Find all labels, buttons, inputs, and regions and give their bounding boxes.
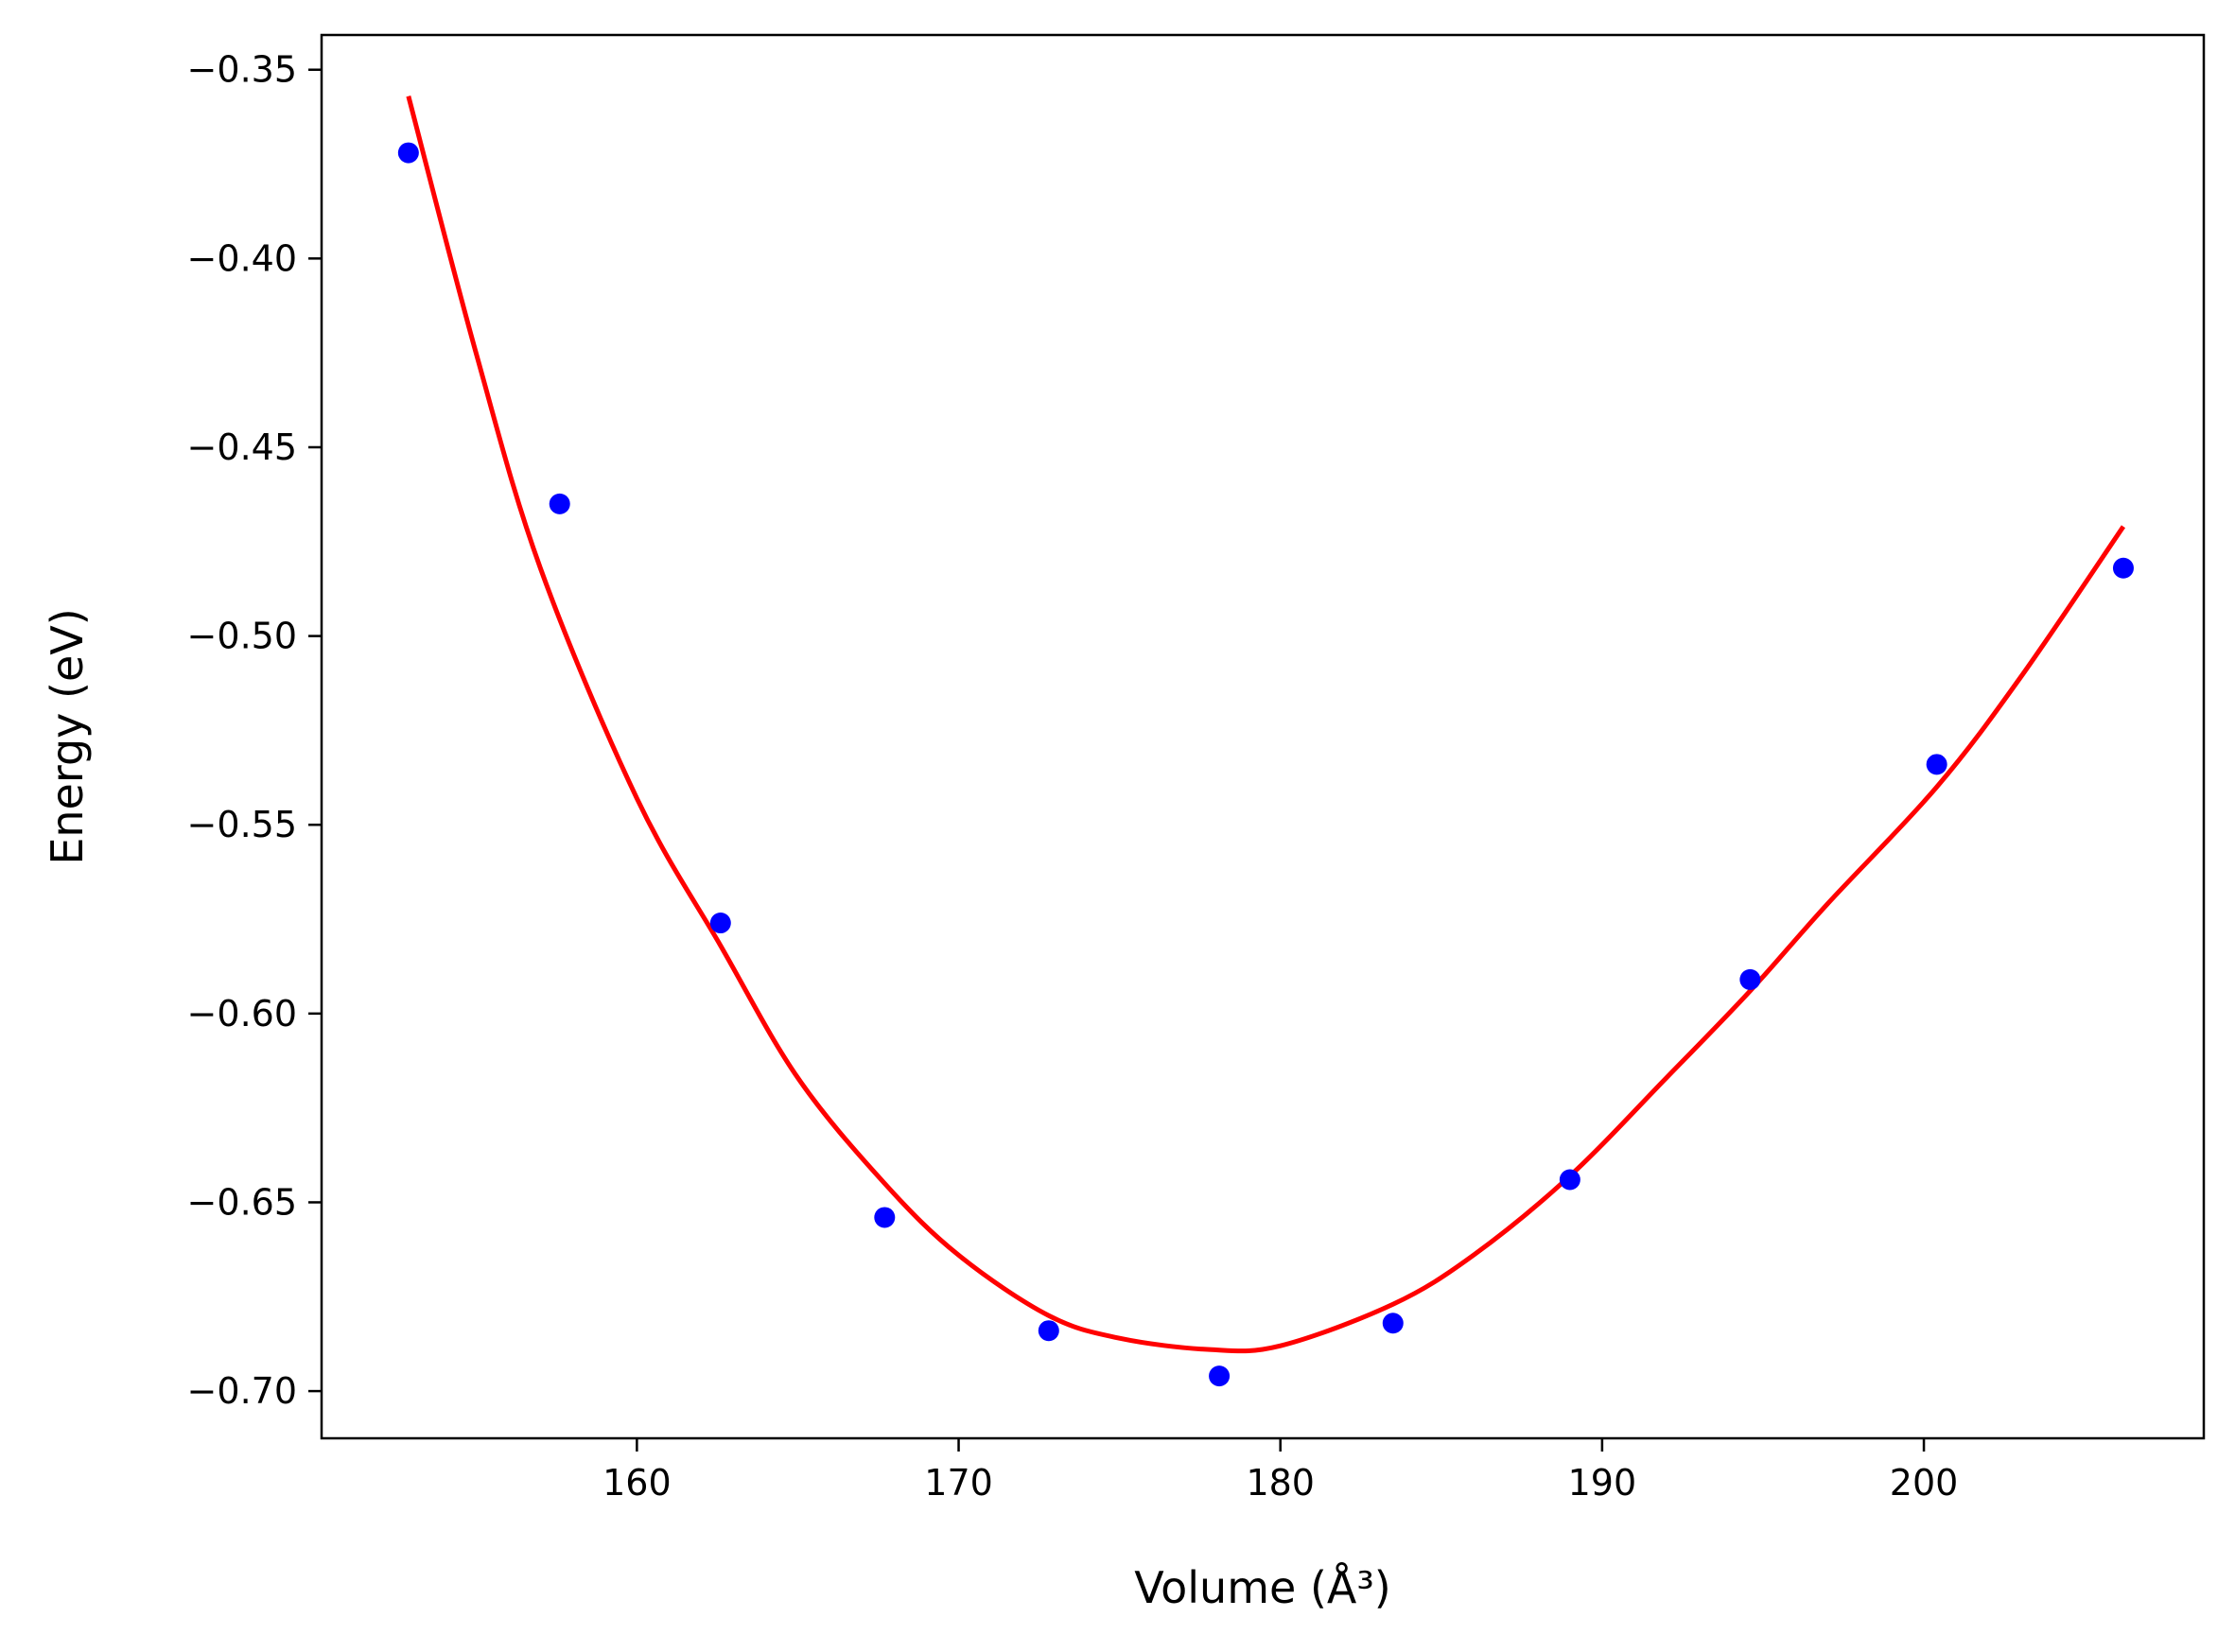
- data-point: [2112, 557, 2134, 579]
- y-tick-label: −0.65: [187, 1181, 297, 1223]
- y-axis-label: Energy (eV): [42, 608, 93, 864]
- data-point: [709, 913, 731, 934]
- x-axis-label: Volume (Å³): [1134, 1562, 1391, 1613]
- data-point: [874, 1207, 896, 1228]
- data-point: [1209, 1365, 1231, 1387]
- chart-marks: [397, 96, 2134, 1387]
- y-tick-label: −0.40: [187, 237, 297, 279]
- fit-curve: [406, 96, 2126, 1354]
- x-tick-label: 160: [602, 1462, 672, 1504]
- data-point: [1739, 968, 1761, 990]
- y-tick-label: −0.35: [187, 49, 297, 91]
- axis-ticks: 160 170 180 190 200 −0.35 −0.40 −0.45 −0.50 −0.55…: [187, 49, 1959, 1504]
- plot-frame: [320, 33, 2206, 1440]
- data-point: [1559, 1169, 1580, 1191]
- x-tick-label: 190: [1568, 1462, 1637, 1504]
- x-tick-label: 180: [1246, 1462, 1315, 1504]
- data-point: [549, 493, 570, 514]
- y-tick-label: −0.50: [187, 616, 297, 657]
- data-point: [397, 142, 419, 164]
- x-tick-label: 170: [924, 1462, 993, 1504]
- y-tick-label: −0.60: [187, 993, 297, 1035]
- plot-background: [322, 35, 2204, 1438]
- data-point: [1382, 1313, 1404, 1334]
- data-point: [1038, 1320, 1059, 1342]
- y-tick-label: −0.55: [187, 804, 297, 845]
- data-point: [1926, 754, 1947, 775]
- y-tick-label: −0.70: [187, 1370, 297, 1412]
- y-tick-label: −0.45: [187, 426, 297, 468]
- x-tick-label: 200: [1890, 1462, 1959, 1504]
